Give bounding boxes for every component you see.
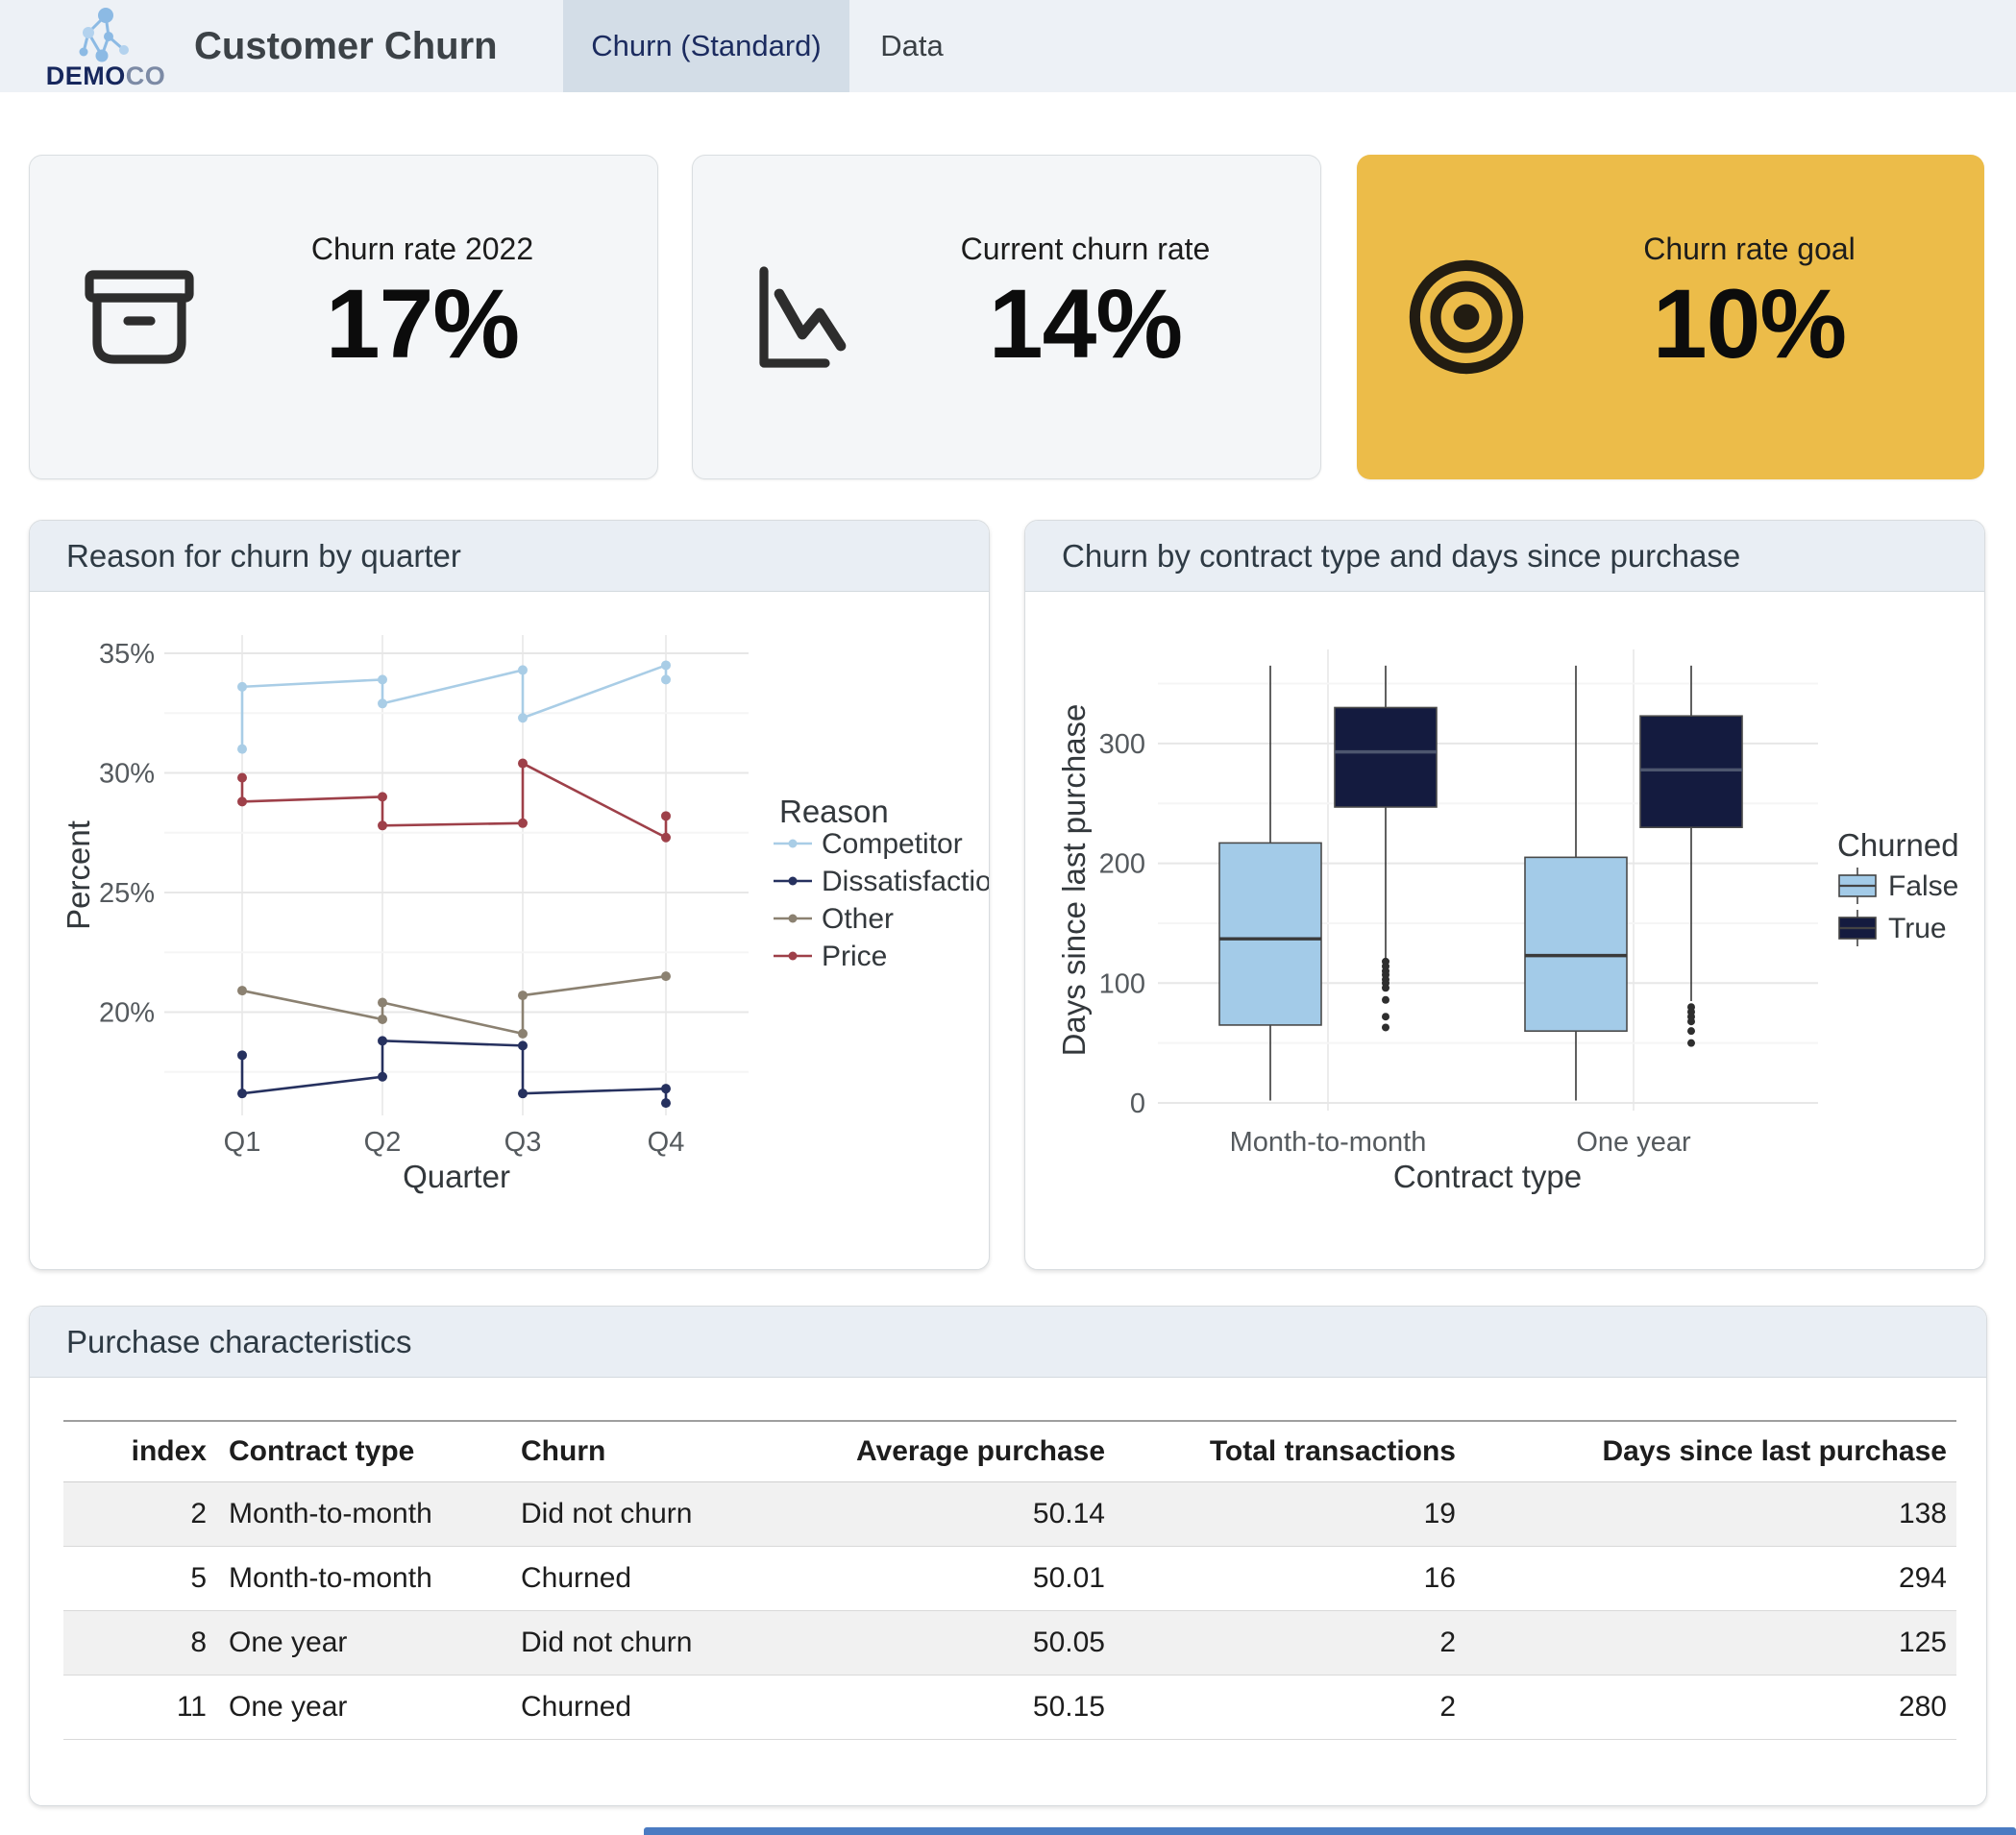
- svg-text:Dissatisfaction: Dissatisfaction: [822, 866, 989, 897]
- table-cell: 280: [1898, 1691, 1947, 1723]
- panel-churn-by-contract: Churn by contract type and days since pu…: [1024, 520, 1985, 1270]
- table-row: 11 One year Churned 50.15 2 280: [63, 1676, 1956, 1740]
- svg-text:Competitor: Competitor: [822, 828, 963, 860]
- table-cell: One year: [229, 1627, 348, 1658]
- svg-text:200: 200: [1099, 849, 1145, 880]
- table-cell: Did not churn: [521, 1627, 693, 1658]
- panel-header: Churn by contract type and days since pu…: [1025, 521, 1984, 592]
- kpi-title: Current churn rate: [960, 232, 1211, 267]
- table-cell: Churned: [521, 1691, 632, 1723]
- svg-text:Other: Other: [822, 903, 894, 935]
- kpi-card-current-churn: Current churn rate 14%: [692, 155, 1321, 479]
- table-cell: Churned: [521, 1562, 632, 1594]
- svg-text:True: True: [1888, 913, 1947, 944]
- svg-text:20%: 20%: [99, 998, 155, 1029]
- column-header: Contract type: [229, 1435, 415, 1467]
- svg-text:Quarter: Quarter: [403, 1159, 510, 1194]
- kpi-card-churn-2022: Churn rate 2022 17%: [29, 155, 658, 479]
- svg-text:Churned: Churned: [1837, 827, 1959, 863]
- table-row: 8 One year Did not churn 50.05 2 125: [63, 1610, 1956, 1676]
- table-cell: Did not churn: [521, 1498, 693, 1529]
- svg-text:Month-to-month: Month-to-month: [1230, 1127, 1427, 1158]
- table-cell: Month-to-month: [229, 1498, 432, 1529]
- network-nodes-icon: [79, 8, 129, 62]
- svg-text:Days since last purchase: Days since last purchase: [1056, 704, 1092, 1057]
- panel-header: Purchase characteristics: [30, 1307, 1986, 1378]
- tab-data[interactable]: Data: [880, 29, 944, 62]
- table-cell: 2: [190, 1498, 207, 1529]
- trend-down-icon: [725, 256, 879, 379]
- svg-text:Price: Price: [822, 941, 887, 972]
- svg-text:0: 0: [1130, 1089, 1145, 1119]
- svg-text:300: 300: [1099, 729, 1145, 760]
- kpi-value: 10%: [1652, 269, 1847, 379]
- panel-title: Purchase characteristics: [66, 1323, 412, 1359]
- kpi-value: 14%: [988, 269, 1183, 379]
- svg-text:False: False: [1888, 870, 1958, 902]
- svg-text:25%: 25%: [99, 878, 155, 909]
- purchase-characteristics-table: index Contract type Churn Average purchase T…: [63, 1420, 1956, 1740]
- table-cell: 2: [1439, 1627, 1456, 1658]
- panel-purchase-characteristics: Purchase characteristics index Contract t…: [29, 1306, 1987, 1806]
- contract-box-plot: 0 100 200 300 Month-to-month One yearContract…: [1056, 649, 1959, 1194]
- table-row: 5 Month-to-month Churned 50.01 16 294: [63, 1547, 1956, 1611]
- kpi-value: 17%: [325, 269, 520, 379]
- table-cell: 50.05: [1032, 1627, 1105, 1658]
- tab-churn-standard[interactable]: Churn (Standard): [563, 0, 849, 92]
- panel-reason-for-churn: Reason for churn by quarter 20% 25% 30% 35%…: [29, 520, 990, 1270]
- table-cell: 2: [1439, 1691, 1456, 1723]
- kpi-title: Churn rate goal: [1643, 232, 1856, 267]
- bottom-edge-partial-bar: [644, 1827, 2016, 1835]
- svg-text:Q3: Q3: [504, 1127, 542, 1158]
- svg-text:Q1: Q1: [224, 1127, 261, 1158]
- logo-wordmark: DEMOCO: [45, 61, 166, 90]
- column-header: index: [131, 1435, 207, 1467]
- table-cell: 19: [1423, 1498, 1456, 1529]
- kpi-card-churn-goal: Churn rate goal 10%: [1357, 155, 1984, 479]
- table-header-row: index Contract type Churn Average purchase T…: [63, 1421, 1956, 1482]
- panel-header: Reason for churn by quarter: [30, 521, 989, 592]
- table-cell: 16: [1423, 1562, 1456, 1594]
- panel-title: Churn by contract type and days since pu…: [1062, 537, 1741, 574]
- target-icon: [1389, 254, 1543, 380]
- table-cell: Month-to-month: [229, 1562, 432, 1594]
- table-cell: 50.15: [1032, 1691, 1105, 1723]
- table-cell: One year: [229, 1691, 348, 1723]
- company-logo[interactable]: DEMOCO: [42, 4, 169, 92]
- column-header: Average purchase: [855, 1435, 1105, 1467]
- svg-text:Q2: Q2: [364, 1127, 402, 1158]
- svg-text:Contract type: Contract type: [1393, 1159, 1582, 1194]
- table-cell: 5: [190, 1562, 207, 1594]
- svg-text:35%: 35%: [99, 639, 155, 670]
- app-header: DEMOCO Customer Churn Churn (Standard) D…: [0, 0, 2016, 92]
- svg-text:Q4: Q4: [648, 1127, 685, 1158]
- page-title: Customer Churn: [194, 25, 498, 67]
- svg-text:100: 100: [1099, 968, 1145, 999]
- kpi-title: Churn rate 2022: [310, 232, 534, 267]
- column-header: Total transactions: [1209, 1435, 1456, 1467]
- svg-text:30%: 30%: [99, 759, 155, 790]
- reason-line-chart: 20% 25% 30% 35% Q1 Q2 Q3 Q4 Quarter Percent Reason…: [61, 635, 989, 1194]
- column-header: Churn: [521, 1435, 606, 1467]
- table-cell: 294: [1898, 1562, 1947, 1594]
- table-cell: 125: [1898, 1627, 1947, 1658]
- svg-text:Percent: Percent: [61, 820, 96, 930]
- table-cell: 8: [190, 1627, 207, 1658]
- table-cell: 138: [1898, 1498, 1947, 1529]
- panel-title: Reason for churn by quarter: [66, 537, 461, 574]
- archive-box-icon: [62, 256, 216, 379]
- table-row: 2 Month-to-month Did not churn 50.14 19 138: [63, 1481, 1956, 1547]
- svg-text:One year: One year: [1576, 1127, 1691, 1158]
- table-cell: 50.01: [1032, 1562, 1105, 1594]
- table-cell: 11: [176, 1691, 207, 1723]
- column-header: Days since last purchase: [1602, 1435, 1947, 1467]
- table-cell: 50.14: [1032, 1498, 1105, 1529]
- svg-text:Reason: Reason: [779, 794, 889, 829]
